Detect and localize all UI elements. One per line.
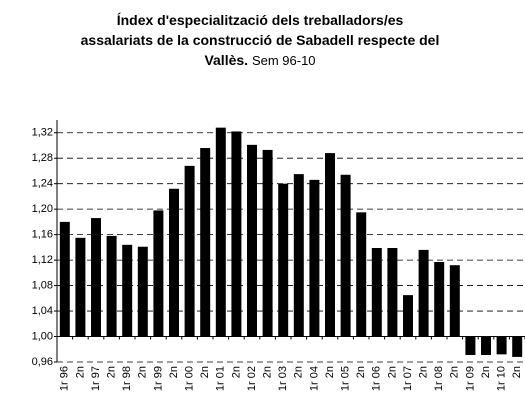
bar bbox=[184, 165, 195, 337]
x-tick-label: 1r 07 bbox=[402, 366, 414, 391]
x-tick-label: 2n bbox=[386, 366, 398, 378]
x-tick-label: 1r 98 bbox=[121, 366, 133, 391]
x-tick-label: 1r 10 bbox=[496, 366, 508, 391]
y-tick-label: 0,96 bbox=[32, 356, 53, 368]
x-tick-label: 2n bbox=[324, 366, 336, 378]
bar bbox=[465, 336, 476, 355]
x-tick-label: 2n bbox=[74, 366, 86, 378]
x-tick-label: 2n bbox=[106, 366, 118, 378]
y-tick-label: 1,08 bbox=[32, 279, 53, 291]
bar bbox=[356, 212, 367, 337]
x-tick-label: 1r 06 bbox=[371, 366, 383, 391]
y-tick-label: 1,12 bbox=[32, 254, 53, 266]
y-tick-label: 1,24 bbox=[32, 178, 53, 190]
bar bbox=[137, 246, 148, 337]
bar bbox=[340, 174, 351, 337]
bar bbox=[434, 262, 445, 337]
y-tick-label: 1,04 bbox=[32, 305, 53, 317]
bar bbox=[59, 221, 70, 337]
x-tick-label: 2n bbox=[511, 366, 523, 378]
bar bbox=[91, 218, 101, 337]
x-tick-label: 2n bbox=[199, 366, 211, 378]
y-tick-label: 1,20 bbox=[32, 203, 53, 215]
chart-title: Índex d'especialització dels treballador… bbox=[80, 10, 440, 71]
y-tick-label: 1,28 bbox=[32, 152, 53, 164]
title-text: Índex d'especialització dels treballador… bbox=[80, 12, 440, 68]
bar bbox=[106, 235, 117, 337]
x-tick-label: 1r 97 bbox=[90, 366, 102, 391]
y-tick-label: 1,16 bbox=[32, 229, 53, 241]
x-tick-label: 2n bbox=[480, 366, 492, 378]
bar bbox=[371, 248, 382, 337]
x-tick-label: 1r 03 bbox=[277, 366, 289, 391]
x-tick-label: 1r 02 bbox=[246, 366, 258, 391]
bar bbox=[418, 249, 429, 337]
bar bbox=[512, 336, 523, 357]
x-tick-label: 2n bbox=[293, 366, 305, 378]
x-tick-label: 1r 01 bbox=[215, 366, 227, 391]
bar bbox=[403, 295, 413, 337]
x-tick-label: 2n bbox=[355, 366, 367, 378]
bar bbox=[309, 179, 320, 337]
x-tick-label: 2n bbox=[262, 366, 274, 378]
bar bbox=[496, 336, 507, 355]
x-tick-label: 2n bbox=[418, 366, 430, 378]
bar bbox=[262, 149, 273, 337]
bar bbox=[278, 183, 289, 337]
bar bbox=[293, 174, 304, 337]
bar bbox=[75, 237, 86, 337]
x-tick-label: 2n bbox=[230, 366, 242, 378]
x-tick-label: 1r 00 bbox=[184, 366, 196, 391]
y-tick-label: 1,32 bbox=[32, 127, 53, 139]
subtitle: Sem 96-10 bbox=[251, 53, 316, 68]
x-tick-label: 1r 08 bbox=[433, 366, 445, 391]
bar bbox=[153, 210, 164, 337]
bar bbox=[481, 336, 491, 355]
x-tick-label: 1r 05 bbox=[340, 366, 352, 391]
y-tick-label: 1,00 bbox=[32, 330, 53, 342]
bar bbox=[449, 265, 460, 337]
bar bbox=[169, 188, 179, 337]
x-tick-label: 2n bbox=[449, 366, 461, 378]
bar bbox=[247, 144, 257, 337]
bar bbox=[325, 153, 335, 337]
bar bbox=[231, 131, 242, 337]
x-tick-label: 1r 99 bbox=[152, 366, 164, 391]
bar bbox=[122, 244, 133, 337]
bar bbox=[200, 148, 211, 337]
bar bbox=[387, 248, 398, 337]
bar bbox=[215, 127, 226, 337]
x-tick-label: 1r 09 bbox=[464, 366, 476, 391]
x-tick-label: 1r 04 bbox=[308, 366, 320, 391]
x-tick-label: 2n bbox=[168, 366, 180, 378]
x-tick-label: 2n bbox=[137, 366, 149, 378]
x-tick-label: 1r 96 bbox=[59, 366, 71, 391]
